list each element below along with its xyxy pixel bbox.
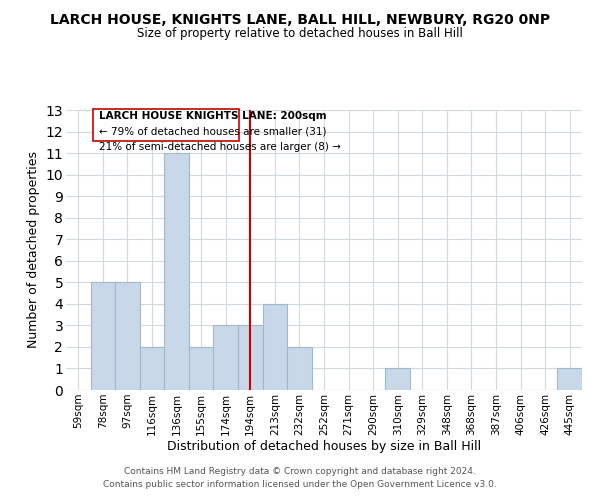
Bar xyxy=(214,326,238,390)
Text: Size of property relative to detached houses in Ball Hill: Size of property relative to detached ho… xyxy=(137,28,463,40)
Text: ← 79% of detached houses are smaller (31): ← 79% of detached houses are smaller (31… xyxy=(99,126,327,136)
Bar xyxy=(238,326,263,390)
Text: 21% of semi-detached houses are larger (8) →: 21% of semi-detached houses are larger (… xyxy=(99,142,341,152)
Bar xyxy=(164,153,189,390)
Bar xyxy=(115,282,140,390)
FancyBboxPatch shape xyxy=(93,109,239,141)
Bar xyxy=(140,347,164,390)
Text: LARCH HOUSE KNIGHTS LANE: 200sqm: LARCH HOUSE KNIGHTS LANE: 200sqm xyxy=(99,111,327,121)
Bar xyxy=(91,282,115,390)
Text: LARCH HOUSE, KNIGHTS LANE, BALL HILL, NEWBURY, RG20 0NP: LARCH HOUSE, KNIGHTS LANE, BALL HILL, NE… xyxy=(50,12,550,26)
Text: Contains public sector information licensed under the Open Government Licence v3: Contains public sector information licen… xyxy=(103,480,497,489)
Bar xyxy=(287,347,312,390)
Bar xyxy=(189,347,214,390)
Bar xyxy=(263,304,287,390)
Bar xyxy=(385,368,410,390)
Text: Contains HM Land Registry data © Crown copyright and database right 2024.: Contains HM Land Registry data © Crown c… xyxy=(124,467,476,476)
Bar xyxy=(557,368,582,390)
Y-axis label: Number of detached properties: Number of detached properties xyxy=(27,152,40,348)
X-axis label: Distribution of detached houses by size in Ball Hill: Distribution of detached houses by size … xyxy=(167,440,481,454)
